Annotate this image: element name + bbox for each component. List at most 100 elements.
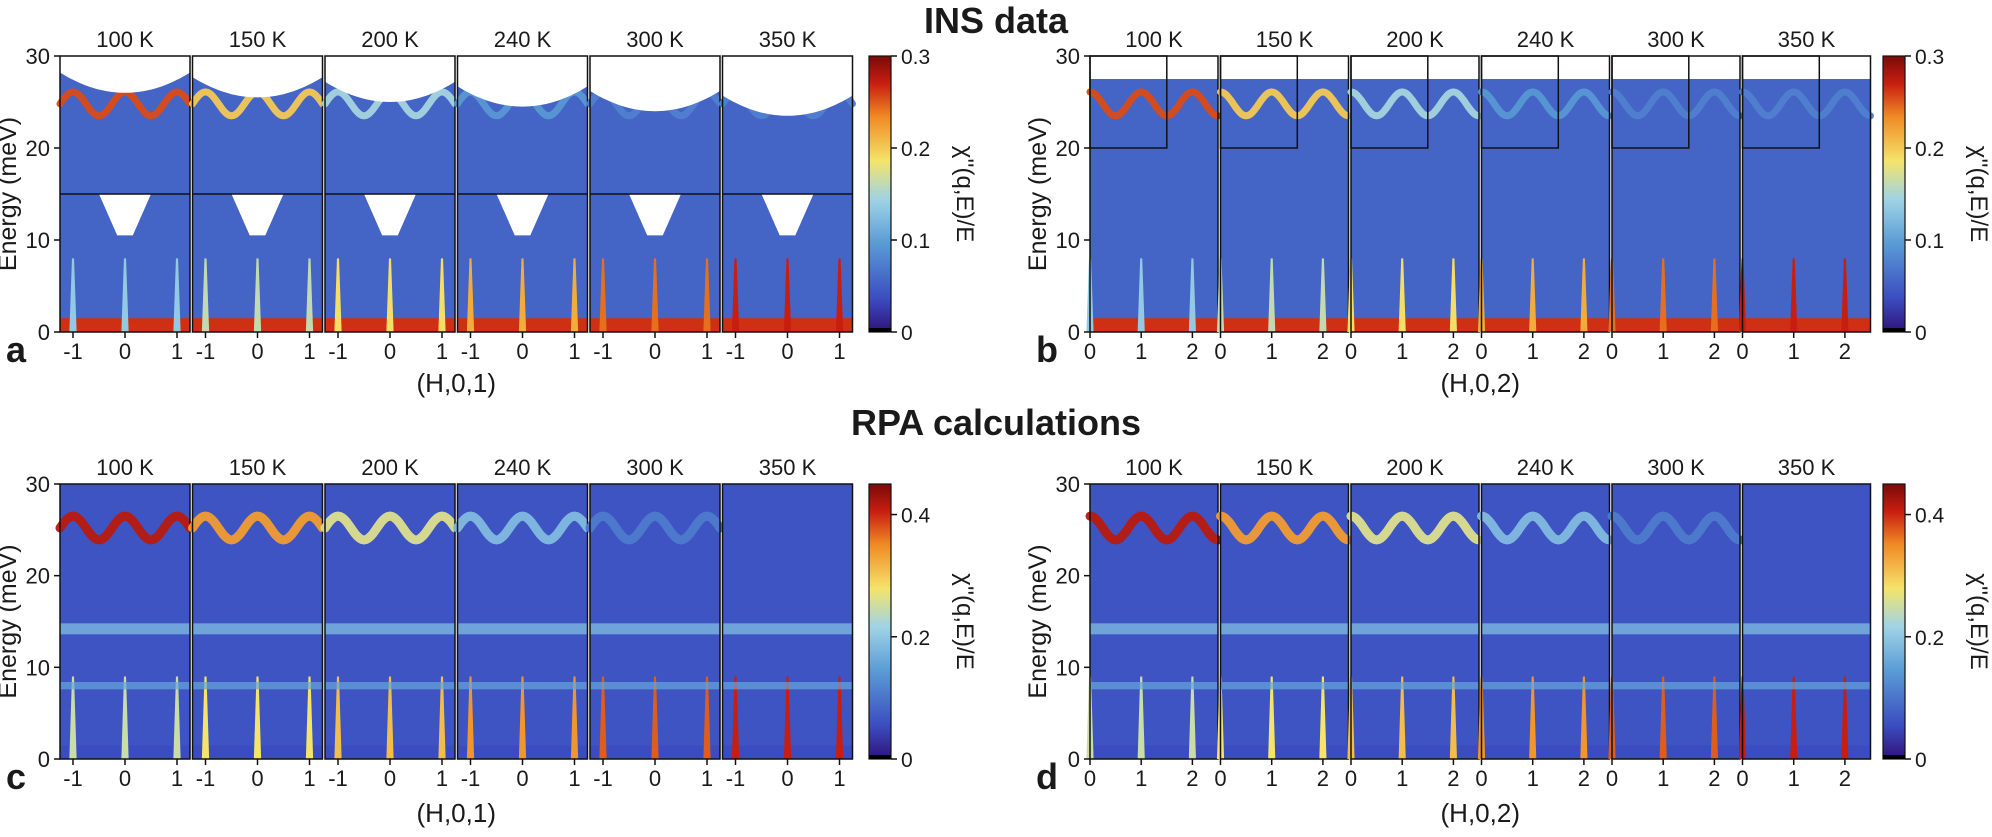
masked-region [60,56,190,93]
y-tick-label: 0 [38,320,50,345]
flat-band-low [1351,682,1479,690]
flat-band-low [1742,682,1871,690]
temperature-label: 100 K [96,455,154,480]
flat-band-low [1481,682,1610,690]
subpanel-frame [1480,55,1611,333]
spin-wave-column [570,258,579,332]
spin-wave-column [835,258,844,332]
subpanel-d-150K: 150 K 0 1 2 [1214,455,1353,791]
magnon-band [1607,511,1745,545]
spin-wave-column [334,676,342,759]
colorbar-tick-label: 0.2 [901,138,930,161]
flat-band-low [325,682,455,690]
subpanel-b-150K: 150 K 0 1 2 [1214,27,1352,364]
spin-wave-column [1841,676,1849,759]
spin-wave-column [1137,258,1145,332]
subpanel-d-100K: 100 K 0 1 2 [1084,455,1223,791]
spin-wave-column [835,676,844,759]
temperature-label: 300 K [626,27,684,52]
spin-wave-column [1659,676,1667,759]
x-tick-label: 1 [833,766,845,791]
spin-wave-column [1580,676,1588,759]
spin-wave-column [651,676,659,759]
magnon-band [1216,511,1353,545]
colorbar-tick-label: 0 [1915,749,1927,772]
colorbar-tick-label: 0.2 [1915,627,1944,650]
spin-wave-column [731,258,740,332]
elastic-band [1351,318,1479,332]
masked-region [722,56,853,116]
x-tick-label: 1 [1135,339,1147,364]
colorbar-label: χ''(q,E)/E [951,146,978,242]
spin-wave-column [69,676,77,759]
flat-band [192,623,323,635]
colorbar-label: χ''(q,E)/E [951,573,978,669]
y-tick-label: 10 [26,655,50,680]
x-tick-label: 2 [1447,339,1459,364]
panel-letter: a [6,329,27,370]
colorbar-tick-label: 0 [901,322,913,345]
spin-wave-column [466,676,475,759]
x-tick-label: 0 [1736,766,1748,791]
panel-letter: b [1036,329,1058,370]
subpanel-frame [1089,55,1219,333]
subpanel-b-350K: 350 K 0 1 2 [1736,27,1874,364]
y-tick-label: 30 [1056,472,1080,497]
spin-wave-column [173,258,181,332]
flat-band [1220,623,1349,635]
flat-band [1351,623,1479,635]
subpanel-frame [1350,483,1480,760]
spin-wave-column [305,258,314,332]
x-tick-label: 1 [171,766,183,791]
temperature-label: 240 K [1517,27,1575,52]
x-tick-label: 0 [1606,339,1618,364]
magnon-band [1739,88,1874,120]
x-tick-label: 0 [1475,339,1487,364]
subpanel-c-300K: 300 K -1 0 1 [585,455,725,791]
x-tick-label: 2 [1708,339,1720,364]
masked-gap [761,194,814,236]
x-tick-label: -1 [328,766,348,791]
masked-region [1090,56,1218,79]
magnon-band [1478,88,1613,120]
subpanel-d-300K: 300 K 0 1 2 [1606,455,1745,791]
x-tick-label: 0 [649,766,661,791]
flat-band-low [722,682,853,690]
spin-wave-column [386,258,394,332]
subpanel-d-240K: 240 K 0 1 2 [1475,455,1614,791]
temperature-label: 240 K [494,455,552,480]
x-tick-label: 0 [119,339,131,364]
flat-band-low [1220,682,1349,690]
elastic-band [1742,318,1871,332]
x-tick-label: 1 [436,339,448,364]
flat-band [60,623,190,635]
x-tick-label: -1 [328,339,348,364]
spin-wave-column [253,676,262,759]
magnon-band [188,511,327,545]
x-tick-label: 0 [1214,339,1226,364]
spin-wave-column [1398,258,1406,332]
temperature-label: 100 K [1125,27,1183,52]
spin-wave-column [1137,676,1145,759]
y-tick-label: 20 [1056,136,1080,161]
x-tick-label: 1 [833,339,845,364]
temperature-label: 150 K [1256,27,1314,52]
x-axis-label: (H,0,1) [417,798,496,828]
x-tick-label: 1 [303,339,315,364]
colorbar-tick-label: 0.1 [1915,230,1944,253]
x-tick-label: -1 [461,339,481,364]
y-tick-label: 20 [26,564,50,589]
colorbar-floor [1883,328,1905,332]
masked-region [1742,56,1871,79]
temperature-label: 100 K [1125,455,1183,480]
y-tick-label: 10 [1056,228,1080,253]
subpanel-frame [1741,55,1872,333]
spin-wave-column [1449,676,1457,759]
flat-band [457,623,588,635]
magnon-band [453,511,592,545]
colorbar-tick-label: 0.4 [901,505,931,528]
x-tick-label: 1 [1266,339,1278,364]
spin-wave-column [1319,676,1327,759]
spin-wave-column [121,258,129,332]
